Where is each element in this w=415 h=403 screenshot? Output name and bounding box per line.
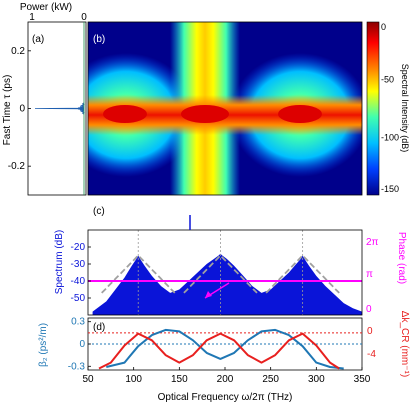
panel-d-right-tick-label: 0: [367, 326, 373, 337]
panel-d-x-tick-label: 100: [125, 374, 142, 385]
panel-c: (c) -20 -30 -40 -50 2π π 0 Spectrum (dB) Phas…: [54, 206, 407, 316]
colorbar-tick-label: 0: [381, 22, 386, 32]
panel-c-label: (c): [93, 206, 105, 217]
panel-a-ylabel: Fast Time τ (ps): [2, 75, 13, 146]
panel-c-right-tick-label: 0: [366, 304, 372, 315]
panel-a: Power (kW) 1 0 (a) 0.2 0 -0.2 Fast Time τ (…: [2, 2, 87, 196]
panel-c-y-tick-label: -50: [71, 293, 86, 304]
phase-arrowhead: [205, 291, 212, 298]
colorbar-tick-label: -50: [381, 75, 394, 85]
panel-c-ylabel-right: Phase (rad): [396, 232, 407, 284]
panel-a-y-tick-label: 0.2: [11, 46, 25, 57]
panel-d-y-ticks: 0.3 0 -0.3: [68, 317, 91, 372]
panel-d-x-tick-label: 150: [171, 374, 188, 385]
dispersion-curve: [98, 332, 340, 370]
panel-a-power-trace: [34, 102, 85, 115]
panel-a-y-tick-label: -0.2: [8, 161, 26, 172]
panel-b-frame: [87, 21, 363, 196]
panel-d-x-tick-label: 50: [82, 374, 94, 385]
panel-a-y-ticks: 0.2 0 -0.2: [8, 46, 31, 172]
panel-a-x-tick-label: 0: [81, 12, 87, 23]
panel-c-y-ticks-right: 2π π 0: [366, 237, 379, 315]
panel-c-right-tick-label: π: [366, 269, 373, 280]
panel-d-ylabel-right: Δk_CR (mm⁻¹): [399, 311, 410, 377]
panel-d-y-tick-label: 0.3: [71, 317, 85, 328]
peak-markers: [137, 230, 304, 315]
panel-b-label: (b): [93, 34, 105, 45]
dispersion-curve: [106, 328, 344, 370]
panel-c-y-tick-label: -30: [71, 259, 86, 270]
panel-a-xlabel: Power (kW): [20, 2, 72, 13]
panel-a-x-tick-label: 1: [29, 12, 35, 23]
panel-d-y-tick-label: -0.3: [68, 361, 86, 372]
panel-a-y-tick-label: 0: [19, 104, 25, 115]
colorbar-label: Spectral Intensity (dB): [400, 64, 410, 153]
panel-d-y-tick-label: 0: [79, 339, 85, 350]
heatmap-peak-right: [278, 105, 322, 123]
panel-d-y-ticks-right: 0 -4: [367, 326, 376, 360]
panel-c-y-ticks: -20 -30 -40 -50: [71, 242, 91, 304]
panel-d-right-tick-label: -4: [367, 349, 376, 360]
reference-lines: [88, 332, 362, 345]
panel-d-x-ticks: 50 100 150 200 250 300 350: [82, 367, 371, 385]
panel-c-right-tick-label: 2π: [366, 237, 379, 248]
panel-d-xlabel: Optical Frequency ω/2π (THz): [158, 392, 293, 403]
panel-d-x-tick-label: 300: [308, 374, 325, 385]
panel-a-label: (a): [32, 34, 44, 45]
panel-d-ylabel: β₂ (ps²/m): [38, 323, 49, 367]
panel-d-x-tick-label: 350: [354, 374, 371, 385]
panel-d: (d) 0.3 0 -0.3 0 -4 50 100 150 200 250 300 350 β₂…: [38, 311, 410, 403]
heatmap-peak-left: [103, 105, 147, 123]
panel-c-y-tick-label: -20: [71, 242, 86, 253]
panel-c-frame: [87, 229, 363, 316]
panel-c-y-tick-label: -40: [71, 276, 86, 287]
colorbar-tick-label: -150: [381, 184, 399, 194]
panel-d-x-tick-label: 200: [217, 374, 234, 385]
panel-d-label: (d): [93, 322, 105, 333]
heatmap-peak-center: [181, 105, 229, 123]
colorbar-tick-label: -100: [381, 132, 399, 142]
panel-b: (b) 0 -50 -100 -150 Spectral Intensity (dB): [87, 21, 410, 196]
colorbar-ticks: 0 -50 -100 -150: [381, 22, 399, 194]
dispersion-curves: [98, 328, 344, 370]
panel-c-ylabel: Spectrum (dB): [54, 230, 65, 294]
panel-d-x-tick-label: 250: [262, 374, 279, 385]
colorbar: [366, 21, 380, 196]
